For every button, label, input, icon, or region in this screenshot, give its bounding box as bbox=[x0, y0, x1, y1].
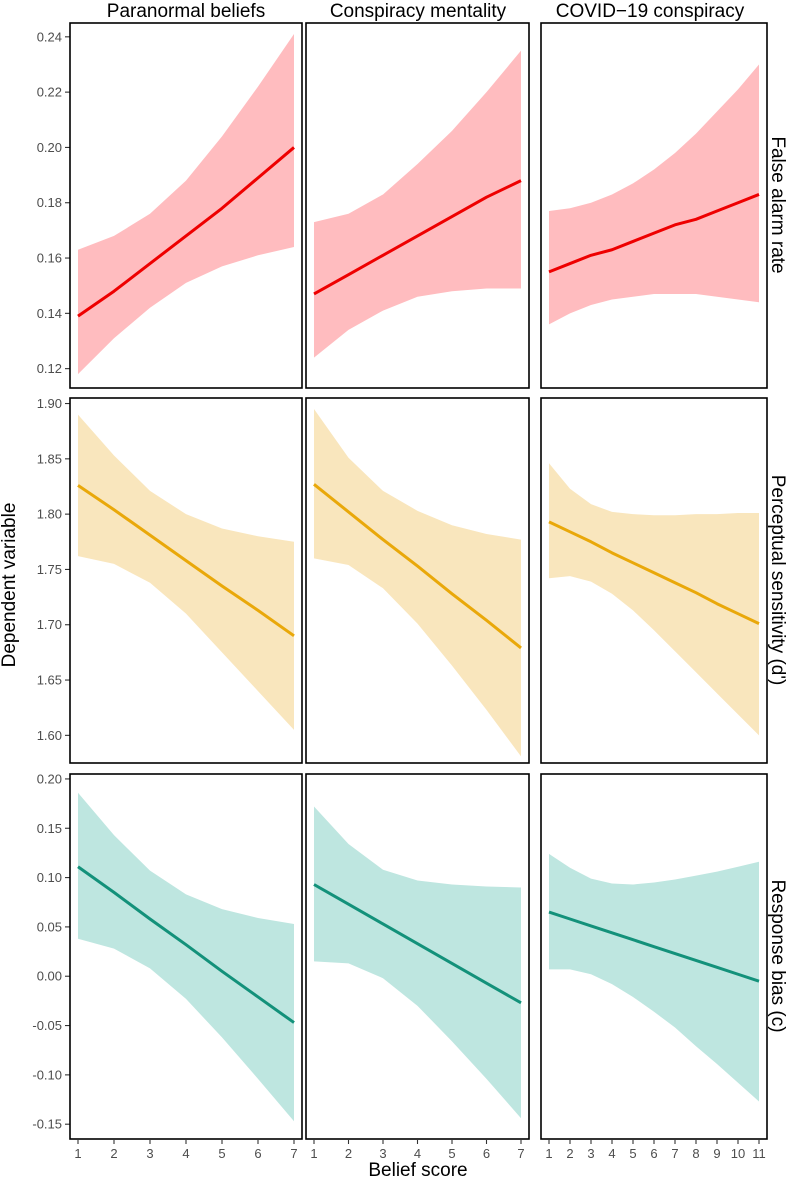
row-title-false-alarm-rate: False alarm rate bbox=[767, 136, 788, 273]
y-tick-label-false-alarm-0: 0.12 bbox=[37, 361, 62, 376]
y-tick-label-sensitivity-1: 1.65 bbox=[37, 673, 62, 688]
panels-group: 0.12 0.14 0.16 0.18 0.20 0.22 0.24 1.60 1.65 1.70… bbox=[32, 22, 768, 1161]
y-tick-label-false-alarm-4: 0.20 bbox=[37, 140, 62, 155]
panel-sensitivity-covid bbox=[540, 397, 768, 764]
column-title-covid-conspiracy: COVID−19 conspiracy bbox=[556, 1, 745, 22]
confidence-band-bias-conspiracy-mentality bbox=[314, 806, 521, 1119]
confidence-band-bias-covid bbox=[549, 853, 759, 1102]
confidence-band-sensitivity-conspiracy-mentality bbox=[314, 409, 521, 757]
y-tick-label-false-alarm-6: 0.24 bbox=[37, 29, 62, 44]
fit-line-sensitivity-covid bbox=[548, 520, 760, 625]
y-tick-label-sensitivity-5: 1.85 bbox=[37, 451, 62, 466]
x-tick-label-paranormal-4: 5 bbox=[218, 1146, 225, 1161]
y-tick-label-bias-7: 0.20 bbox=[37, 771, 62, 786]
x-tick-label-conspiracy-mentality-2: 3 bbox=[379, 1146, 386, 1161]
y-tick-label-sensitivity-6: 1.90 bbox=[37, 396, 62, 411]
fit-line-bias-covid bbox=[548, 910, 760, 983]
y-tick-label-sensitivity-4: 1.80 bbox=[37, 507, 62, 522]
fit-line-false-alarm-covid bbox=[548, 193, 760, 274]
y-tick-label-false-alarm-5: 0.22 bbox=[37, 85, 62, 100]
panel-bias-conspiracy-mentality bbox=[305, 773, 530, 1140]
confidence-band-false-alarm-covid bbox=[549, 64, 759, 325]
panel-bias-covid bbox=[540, 773, 768, 1140]
panel-false-alarm-paranormal bbox=[69, 22, 303, 389]
x-tick-label-paranormal-1: 2 bbox=[110, 1146, 117, 1161]
y-tick-label-bias-3: 0.00 bbox=[37, 969, 62, 984]
confidence-band-bias-paranormal bbox=[78, 792, 294, 1122]
fit-line-bias-conspiracy-mentality bbox=[313, 883, 522, 1005]
y-tick-label-false-alarm-2: 0.16 bbox=[37, 251, 62, 266]
panel-false-alarm-conspiracy-mentality bbox=[305, 22, 530, 389]
x-tick-label-conspiracy-mentality-1: 2 bbox=[345, 1146, 352, 1161]
confidence-band-false-alarm-conspiracy-mentality bbox=[314, 50, 521, 358]
y-tick-label-sensitivity-0: 1.60 bbox=[37, 728, 62, 743]
x-tick-label-covid-10: 11 bbox=[752, 1146, 766, 1161]
y-tick-label-sensitivity-2: 1.70 bbox=[37, 617, 62, 632]
y-axis-title: Dependent variable bbox=[0, 503, 20, 668]
fit-line-false-alarm-conspiracy-mentality bbox=[313, 179, 522, 296]
x-tick-label-paranormal-0: 1 bbox=[74, 1146, 81, 1161]
column-title-paranormal-beliefs: Paranormal beliefs bbox=[107, 1, 265, 22]
fit-line-sensitivity-paranormal bbox=[77, 484, 295, 638]
x-tick-label-covid-3: 4 bbox=[608, 1146, 615, 1161]
fit-line-bias-paranormal bbox=[77, 865, 295, 1024]
y-tick-label-false-alarm-1: 0.14 bbox=[37, 306, 62, 321]
panel-sensitivity-conspiracy-mentality bbox=[305, 397, 530, 764]
x-tick-label-paranormal-3: 4 bbox=[182, 1146, 189, 1161]
y-tick-label-sensitivity-3: 1.75 bbox=[37, 562, 62, 577]
confidence-band-false-alarm-paranormal bbox=[78, 34, 294, 375]
x-tick-label-paranormal-2: 3 bbox=[146, 1146, 153, 1161]
x-tick-label-conspiracy-mentality-0: 1 bbox=[310, 1146, 317, 1161]
x-tick-label-conspiracy-mentality-3: 4 bbox=[414, 1146, 421, 1161]
x-tick-label-paranormal-5: 6 bbox=[254, 1146, 261, 1161]
y-tick-label-false-alarm-3: 0.18 bbox=[37, 195, 62, 210]
x-tick-label-conspiracy-mentality-6: 7 bbox=[517, 1146, 524, 1161]
x-tick-label-conspiracy-mentality-5: 6 bbox=[483, 1146, 490, 1161]
x-tick-label-conspiracy-mentality-4: 5 bbox=[448, 1146, 455, 1161]
y-tick-label-bias-0: -0.15 bbox=[32, 1117, 62, 1132]
y-tick-label-bias-6: 0.15 bbox=[37, 821, 62, 836]
panel-false-alarm-covid bbox=[540, 22, 768, 389]
fit-line-false-alarm-paranormal bbox=[77, 146, 295, 318]
y-tick-label-bias-1: -0.10 bbox=[32, 1067, 62, 1082]
confidence-band-sensitivity-covid bbox=[549, 463, 759, 736]
x-tick-label-covid-4: 5 bbox=[629, 1146, 636, 1161]
x-tick-label-covid-1: 2 bbox=[566, 1146, 573, 1161]
x-tick-label-covid-7: 8 bbox=[692, 1146, 699, 1161]
x-tick-label-covid-9: 10 bbox=[731, 1146, 745, 1161]
x-tick-label-covid-0: 1 bbox=[545, 1146, 552, 1161]
y-tick-label-bias-4: 0.05 bbox=[37, 919, 62, 934]
column-title-conspiracy-mentality: Conspiracy mentality bbox=[330, 1, 507, 22]
x-tick-label-covid-5: 6 bbox=[650, 1146, 657, 1161]
x-tick-label-covid-6: 7 bbox=[671, 1146, 678, 1161]
y-tick-label-bias-5: 0.10 bbox=[37, 870, 62, 885]
x-axis-title: Belief score bbox=[368, 1160, 467, 1181]
fit-line-sensitivity-conspiracy-mentality bbox=[313, 483, 522, 650]
x-tick-label-covid-2: 3 bbox=[587, 1146, 594, 1161]
panel-sensitivity-paranormal bbox=[69, 397, 303, 764]
row-title-perceptual-sensitivity: Perceptual sensitivity (d') bbox=[767, 475, 788, 686]
x-tick-label-covid-8: 9 bbox=[713, 1146, 720, 1161]
confidence-band-sensitivity-paranormal bbox=[78, 414, 294, 730]
panel-bias-paranormal bbox=[69, 773, 303, 1140]
row-title-response-bias: Response bias (c) bbox=[767, 879, 788, 1032]
y-tick-label-bias-2: -0.05 bbox=[32, 1018, 62, 1033]
x-tick-label-paranormal-6: 7 bbox=[290, 1146, 297, 1161]
